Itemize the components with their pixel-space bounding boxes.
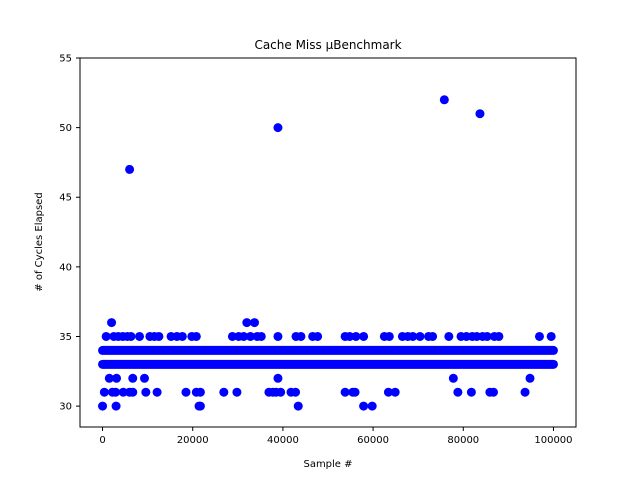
data-point — [296, 331, 306, 341]
data-point — [525, 373, 535, 383]
data-point — [291, 387, 301, 397]
y-tick-label: 40 — [59, 262, 72, 273]
x-tick-label: 0 — [99, 435, 105, 446]
data-point — [245, 331, 255, 341]
data-point — [293, 401, 303, 411]
data-point — [250, 318, 260, 328]
data-point — [340, 387, 350, 397]
data-point — [152, 387, 162, 397]
data-point — [383, 387, 393, 397]
data-point — [466, 387, 476, 397]
data-point — [242, 318, 252, 328]
data-point — [276, 387, 286, 397]
data-point — [345, 331, 355, 341]
data-point — [482, 331, 492, 341]
data-point — [154, 331, 164, 341]
data-point — [313, 331, 323, 341]
data-point — [453, 387, 463, 397]
data-point — [367, 401, 377, 411]
data-point — [191, 331, 201, 341]
data-point — [273, 331, 283, 341]
data-point — [141, 387, 151, 397]
data-point — [448, 373, 458, 383]
x-axis-title: Sample # — [303, 459, 352, 470]
data-point — [111, 401, 121, 411]
data-point — [181, 387, 191, 397]
plot-area — [98, 95, 558, 411]
data-point — [494, 331, 504, 341]
data-point — [350, 387, 360, 397]
x-tick-label: 20000 — [177, 435, 209, 446]
data-point — [128, 387, 138, 397]
data-point — [256, 331, 266, 341]
data-point — [118, 387, 128, 397]
data-point — [239, 331, 249, 341]
chart-title: Cache Miss μBenchmark — [254, 38, 401, 52]
data-point — [139, 373, 149, 383]
data-point — [415, 331, 425, 341]
data-point — [390, 387, 400, 397]
data-point — [546, 331, 556, 341]
data-point — [135, 331, 145, 341]
x-tick-label: 80000 — [447, 435, 479, 446]
data-point — [107, 318, 117, 328]
data-point — [520, 387, 530, 397]
data-point — [232, 387, 242, 397]
data-point — [227, 331, 237, 341]
x-tick-label: 100000 — [534, 435, 572, 446]
y-tick-label: 50 — [59, 123, 72, 134]
y-axis-title: # of Cycles Elapsed — [34, 192, 45, 291]
data-point — [101, 331, 111, 341]
data-point — [128, 373, 138, 383]
data-point — [112, 373, 122, 383]
data-point — [219, 387, 229, 397]
y-tick-label: 30 — [59, 402, 72, 413]
data-point — [359, 331, 369, 341]
data-point — [439, 95, 449, 105]
data-point — [534, 331, 544, 341]
data-point — [384, 331, 394, 341]
data-point — [351, 331, 361, 341]
data-point — [428, 331, 438, 341]
data-point — [488, 387, 498, 397]
x-tick-label: 60000 — [357, 435, 389, 446]
plot-frame — [79, 57, 577, 428]
data-point — [359, 401, 369, 411]
data-point — [273, 123, 283, 133]
data-point — [125, 164, 135, 174]
data-point — [111, 387, 121, 397]
data-point — [273, 373, 283, 383]
x-tick-label: 40000 — [267, 435, 299, 446]
data-point — [99, 387, 109, 397]
data-point — [408, 331, 418, 341]
data-point — [475, 109, 485, 119]
data-point — [195, 401, 205, 411]
data-point — [195, 387, 205, 397]
y-tick-label: 35 — [59, 332, 72, 343]
data-point — [126, 331, 136, 341]
y-tick-label: 55 — [59, 54, 72, 65]
data-point — [98, 401, 108, 411]
data-point — [444, 331, 454, 341]
y-tick-label: 45 — [59, 193, 72, 204]
axes: 0 20000 40000 60000 80000 100000 30 35 40 45 50 55 — [59, 54, 572, 447]
data-point — [104, 373, 114, 383]
data-point — [177, 331, 187, 341]
